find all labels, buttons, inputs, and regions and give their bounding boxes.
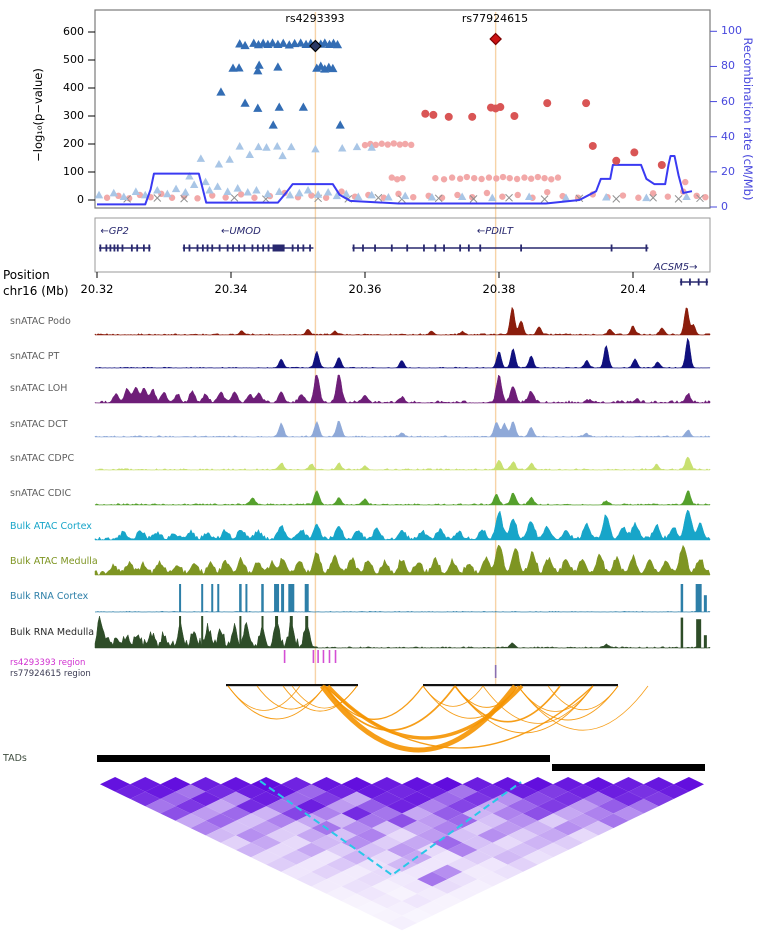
tad-boundary-dashed-line: [259, 780, 522, 877]
gene-label-ACSM5: ACSM5→: [653, 262, 698, 273]
lead-snp-marker-rs4293393: [309, 39, 322, 53]
signal-track-bulk-rna-cortex: [94, 584, 711, 613]
signal-track-bulk-atac-cortex: [94, 509, 711, 541]
track-label-bulk-rna-medulla: Bulk RNA Medulla: [10, 627, 95, 638]
y-right-tick-label: 40: [721, 129, 735, 143]
y-left-tick-label: 300: [63, 109, 84, 122]
tads-label: TADs: [3, 753, 27, 764]
snp-guide-line-1: [494, 12, 497, 685]
position-tick-label: 20.36: [348, 282, 382, 296]
position-tick-label: 20.34: [214, 282, 248, 296]
signal-track-snatac-pt: [94, 337, 711, 369]
interaction-arcs: [226, 684, 649, 753]
gene-label-GP2: ←GP2: [100, 226, 129, 237]
chromosome-axis-label: chr16 (Mb): [3, 284, 69, 298]
track-label-bulk-rna-cortex: Bulk RNA Cortex: [10, 591, 89, 602]
track-label-bulk-atac-cortex: Bulk ATAC Cortex: [10, 521, 92, 532]
snp-guide-line-0: [314, 12, 317, 685]
track-label-snatac-loh: snATAC LOH: [10, 383, 68, 394]
y-left-tick-label: 400: [63, 81, 84, 94]
y-left-tick-label: 500: [63, 53, 84, 66]
region-ticks-1: [494, 665, 497, 678]
association-panel-border: [94, 9, 711, 209]
y-left-tick-label: 0: [77, 193, 84, 206]
gene-label-PDILT: ←PDILT: [476, 226, 513, 237]
signal-track-snatac-dct: [94, 420, 711, 438]
track-label-snatac-dct: snATAC DCT: [10, 419, 68, 430]
position-axis-label: Position: [3, 268, 50, 282]
track-label-snatac-podo: snATAC Podo: [10, 316, 71, 327]
region-label-1: rs77924615 region: [10, 669, 91, 679]
y-right-tick-label: 0: [721, 200, 728, 213]
region-label-0: rs4293393 region: [10, 658, 86, 668]
gene-model-PDILT: [352, 244, 649, 252]
region-ticks-0: [283, 650, 337, 663]
y-axis-right-title: Recombination rate (cM/Mb): [741, 37, 755, 201]
gene-model-UMOD: [182, 244, 314, 252]
track-label-snatac-pt: snATAC PT: [10, 351, 60, 362]
scatter-series-pink_low_ld: [103, 140, 709, 202]
scatter-series-red_high_ld_rs77924615: [421, 99, 666, 169]
position-tick-label: 20.32: [80, 282, 114, 296]
gene-label-UMOD: ←UMOD: [220, 226, 261, 237]
y-left-tick-label: 100: [63, 165, 84, 178]
gene-model-ACSM5: [679, 278, 709, 286]
y-right-tick-label: 80: [721, 59, 735, 73]
position-tick-label: 20.38: [482, 282, 516, 296]
signal-track-snatac-cdic: [94, 490, 711, 506]
signal-track-bulk-atac-medulla: [94, 544, 711, 576]
signal-track-snatac-loh: [94, 374, 711, 404]
hic-heatmap: [100, 777, 704, 931]
signal-track-snatac-cdpc: [94, 456, 711, 471]
track-label-snatac-cdic: snATAC CDIC: [10, 488, 72, 499]
y-right-tick-label: 100: [721, 24, 742, 38]
y-right-tick-label: 60: [721, 94, 735, 108]
scatter-series-dark_blue_high_ld_rs4293393: [216, 38, 345, 129]
y-axis-left-title: −log₁₀(p−value): [31, 68, 45, 162]
tad-bars: [97, 755, 705, 771]
gene-panel-border: [94, 217, 711, 273]
y-left-tick-label: 200: [63, 137, 84, 150]
y-left-tick-label: 600: [63, 25, 84, 38]
scatter-series-light_blue_ld: [94, 142, 691, 202]
position-tick-label: 20.4: [620, 282, 646, 296]
lead-snp-label-rs77924615: rs77924615: [461, 12, 529, 25]
track-label-bulk-atac-medulla: Bulk ATAC Medulla: [10, 556, 98, 567]
gene-model-GP2: [99, 244, 151, 252]
signal-track-bulk-rna-medulla: [94, 615, 711, 649]
lead-snp-label-rs4293393: rs4293393: [285, 12, 345, 25]
lead-snp-marker-rs77924615: [489, 32, 502, 46]
y-right-tick-label: 20: [721, 164, 735, 178]
signal-track-snatac-podo: [94, 306, 711, 336]
recombination-rate-line: [97, 155, 693, 206]
track-label-snatac-cdpc: snATAC CDPC: [10, 453, 75, 464]
